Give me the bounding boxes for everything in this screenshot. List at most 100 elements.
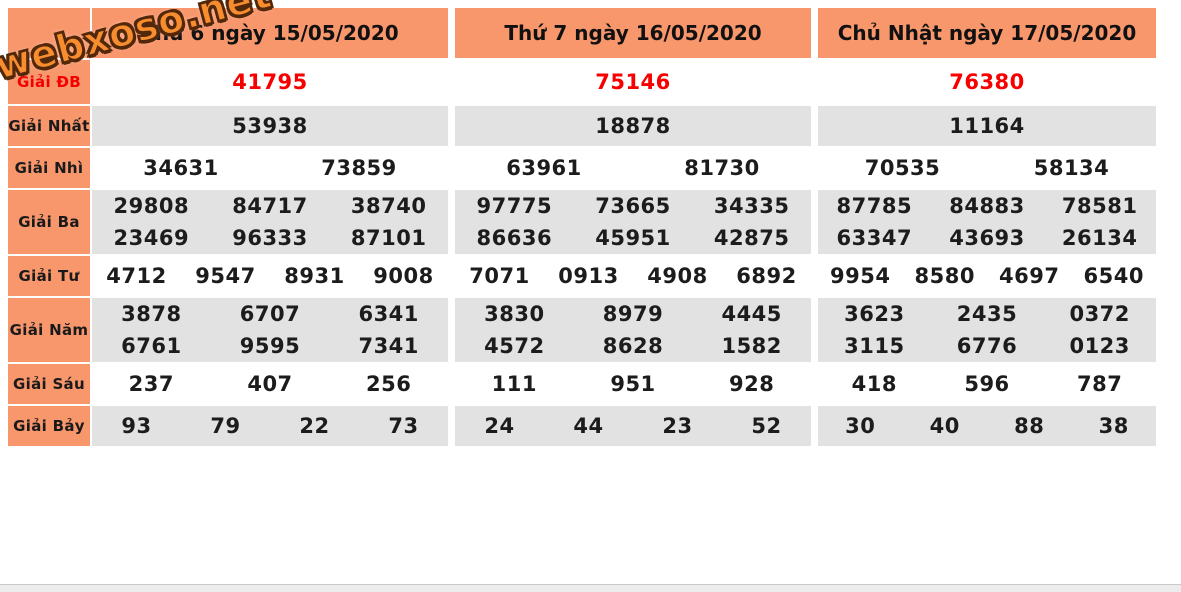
number-line: 34631 73859 <box>92 148 448 188</box>
number-value: 75146 <box>595 70 671 94</box>
number-value: 86636 <box>476 226 553 250</box>
prize-row-giai-bay: 30 40 88 38 <box>818 406 1156 446</box>
prize-label-giai-tu: Giải Tư <box>8 256 90 296</box>
number-value: 7071 <box>469 264 530 288</box>
number-value: 81730 <box>684 156 760 180</box>
number-line: 87785 84883 78581 <box>818 190 1156 222</box>
number-value: 4445 <box>721 302 782 326</box>
number-line: 75146 <box>455 60 811 104</box>
number-value: 22 <box>299 414 330 438</box>
day-column-2: Thứ 7 ngày 16/05/2020 75146 18878 63961 8173… <box>455 8 811 448</box>
number-value: 93 <box>121 414 152 438</box>
number-value: 88 <box>1014 414 1045 438</box>
number-value: 9547 <box>195 264 256 288</box>
number-value: 4697 <box>999 264 1060 288</box>
number-line: 86636 45951 42875 <box>455 222 811 254</box>
number-value: 237 <box>128 372 174 396</box>
prize-label-giai-bay: Giải Bảy <box>8 406 90 446</box>
number-value: 951 <box>610 372 656 396</box>
day-columns: Thứ 6 ngày 15/05/2020 41795 53938 34631 7385… <box>92 8 1156 448</box>
prize-label-giai-sau: Giải Sáu <box>8 364 90 404</box>
day-header: Thứ 6 ngày 15/05/2020 <box>92 8 448 58</box>
prize-label-header-spacer <box>8 8 90 58</box>
number-value: 26134 <box>1061 226 1138 250</box>
number-line: 9954 8580 4697 6540 <box>818 256 1156 296</box>
day-column-3: Chủ Nhật ngày 17/05/2020 76380 11164 70535 5… <box>818 8 1156 448</box>
prize-row-giai-db: 76380 <box>818 60 1156 104</box>
prize-row-giai-sau: 111 951 928 <box>455 364 811 404</box>
number-value: 52 <box>751 414 782 438</box>
number-line: 6761 9595 7341 <box>92 330 448 362</box>
number-value: 9595 <box>239 334 301 358</box>
number-value: 8931 <box>284 264 345 288</box>
number-value: 87101 <box>350 226 427 250</box>
prize-label-giai-nhat: Giải Nhất <box>8 106 90 146</box>
number-value: 30 <box>845 414 876 438</box>
number-line: 70535 58134 <box>818 148 1156 188</box>
number-value: 42875 <box>713 226 790 250</box>
number-value: 73 <box>388 414 419 438</box>
number-value: 34335 <box>713 194 790 218</box>
prize-label-giai-db: Giải ĐB <box>8 60 90 104</box>
prize-row-giai-bay: 93 79 22 73 <box>92 406 448 446</box>
prize-row-giai-ba: 87785 84883 78581 63347 43693 26134 <box>818 190 1156 254</box>
lottery-results-table: Giải ĐB Giải Nhất Giải Nhì Giải Ba Giải Tư Gi… <box>8 8 1156 448</box>
number-line: 24 44 23 52 <box>455 406 811 446</box>
number-value: 63961 <box>506 156 582 180</box>
number-value: 7341 <box>358 334 419 358</box>
number-value: 87785 <box>836 194 913 218</box>
number-line: 63347 43693 26134 <box>818 222 1156 254</box>
prize-row-giai-sau: 418 596 787 <box>818 364 1156 404</box>
number-value: 6341 <box>358 302 419 326</box>
number-value: 8580 <box>914 264 975 288</box>
number-line: 53938 <box>92 106 448 146</box>
number-value: 596 <box>964 372 1010 396</box>
number-value: 70535 <box>864 156 941 180</box>
number-line: 76380 <box>818 60 1156 104</box>
number-value: 78581 <box>1061 194 1138 218</box>
number-value: 43693 <box>949 226 1025 250</box>
prize-row-giai-ba: 29808 84717 38740 23469 96333 87101 <box>92 190 448 254</box>
number-value: 41795 <box>232 70 308 94</box>
number-value: 34631 <box>143 156 219 180</box>
number-value: 97775 <box>476 194 553 218</box>
prize-row-giai-nhi: 34631 73859 <box>92 148 448 188</box>
number-value: 73665 <box>595 194 671 218</box>
prize-row-giai-nhi: 70535 58134 <box>818 148 1156 188</box>
number-value: 407 <box>247 372 293 396</box>
prize-row-giai-tu: 4712 9547 8931 9008 <box>92 256 448 296</box>
number-value: 6776 <box>956 334 1018 358</box>
number-line: 30 40 88 38 <box>818 406 1156 446</box>
prize-row-giai-bay: 24 44 23 52 <box>455 406 811 446</box>
number-value: 8979 <box>602 302 664 326</box>
number-value: 29808 <box>113 194 190 218</box>
number-value: 38740 <box>350 194 427 218</box>
prize-row-giai-nam: 3623 2435 0372 3115 6776 0123 <box>818 298 1156 362</box>
prize-row-giai-nhat: 53938 <box>92 106 448 146</box>
number-value: 256 <box>366 372 412 396</box>
prize-label-giai-nam: Giải Năm <box>8 298 90 362</box>
number-line: 4712 9547 8931 9008 <box>92 256 448 296</box>
number-value: 53938 <box>232 114 308 138</box>
number-value: 76380 <box>949 70 1025 94</box>
horizontal-scrollbar[interactable] <box>0 584 1181 592</box>
number-line: 93 79 22 73 <box>92 406 448 446</box>
number-value: 9008 <box>373 264 434 288</box>
number-line: 418 596 787 <box>818 364 1156 404</box>
prize-row-giai-db: 75146 <box>455 60 811 104</box>
prize-label-giai-nhi: Giải Nhì <box>8 148 90 188</box>
number-value: 6707 <box>239 302 301 326</box>
number-value: 73859 <box>321 156 397 180</box>
number-value: 0123 <box>1069 334 1130 358</box>
number-line: 29808 84717 38740 <box>92 190 448 222</box>
prize-row-giai-tu: 7071 0913 4908 6892 <box>455 256 811 296</box>
prize-row-giai-db: 41795 <box>92 60 448 104</box>
prize-row-giai-nhat: 18878 <box>455 106 811 146</box>
number-value: 96333 <box>232 226 308 250</box>
number-value: 84883 <box>949 194 1025 218</box>
number-line: 18878 <box>455 106 811 146</box>
number-value: 4908 <box>647 264 708 288</box>
number-value: 2435 <box>956 302 1018 326</box>
day-header: Chủ Nhật ngày 17/05/2020 <box>818 8 1156 58</box>
prize-row-giai-ba: 97775 73665 34335 86636 45951 42875 <box>455 190 811 254</box>
